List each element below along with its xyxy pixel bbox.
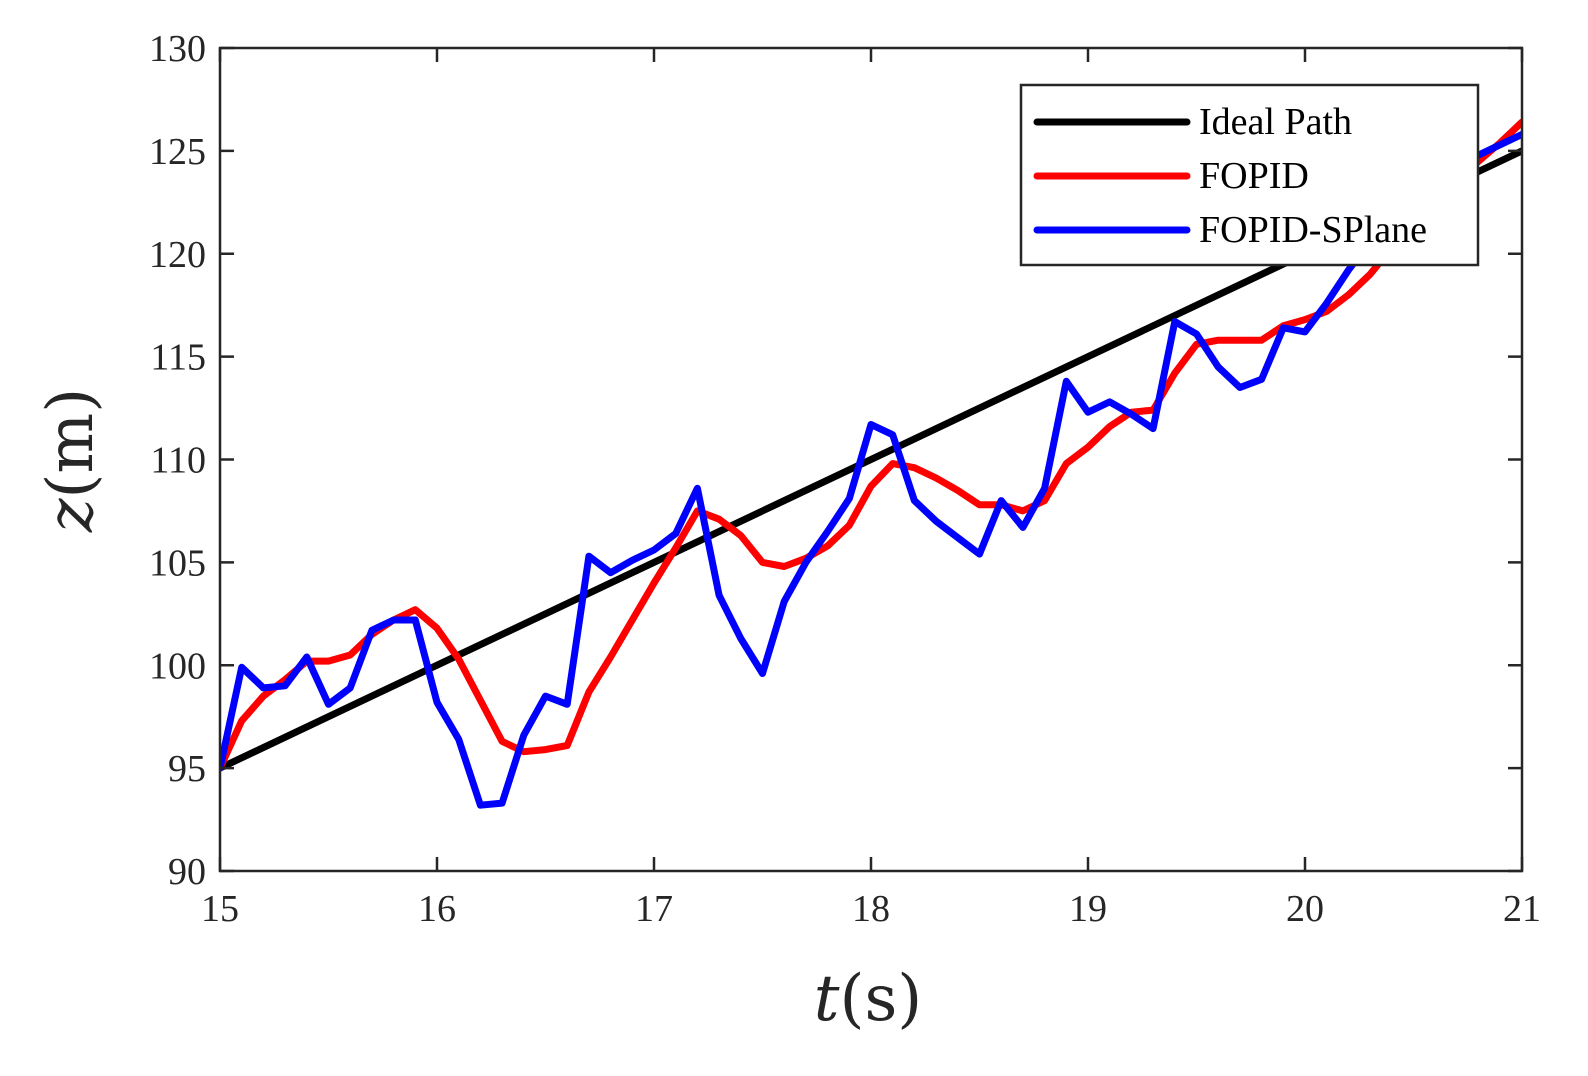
y-tick-label: 100 — [149, 645, 206, 687]
y-tick-label: 105 — [149, 542, 206, 584]
x-tick-label: 19 — [1069, 888, 1107, 930]
legend-label-fopid-splane: FOPID-SPlane — [1199, 209, 1427, 251]
y-axis-label: z(m) — [34, 388, 108, 533]
x-tick-label: 20 — [1286, 888, 1324, 930]
ticks-layer: 15 16 17 18 19 20 21 90 95 100 105 110 115 120 125 130 — [149, 28, 1541, 930]
legend-label-fopid: FOPID — [1199, 155, 1309, 197]
y-tick-label: 130 — [149, 28, 206, 70]
legend: Ideal Path FOPID FOPID-SPlane — [1019, 83, 1480, 267]
series-line-fopid-splane — [220, 130, 1522, 809]
x-tick-label: 21 — [1503, 888, 1541, 930]
y-tick-label: 95 — [168, 748, 206, 790]
x-tick-label: 18 — [852, 888, 890, 930]
x-tick-label: 16 — [418, 888, 456, 930]
legend-label-ideal-path: Ideal Path — [1199, 101, 1352, 143]
x-axis-label: t(s) — [814, 962, 923, 1036]
y-tick-label: 120 — [149, 234, 206, 276]
y-tick-label: 110 — [150, 440, 206, 482]
y-tick-label: 115 — [150, 337, 206, 379]
y-tick-label: 90 — [168, 851, 206, 893]
x-tick-label: 15 — [201, 888, 239, 930]
x-tick-label: 17 — [635, 888, 673, 930]
y-tick-label: 125 — [149, 131, 206, 173]
series-line-fopid — [220, 118, 1522, 772]
